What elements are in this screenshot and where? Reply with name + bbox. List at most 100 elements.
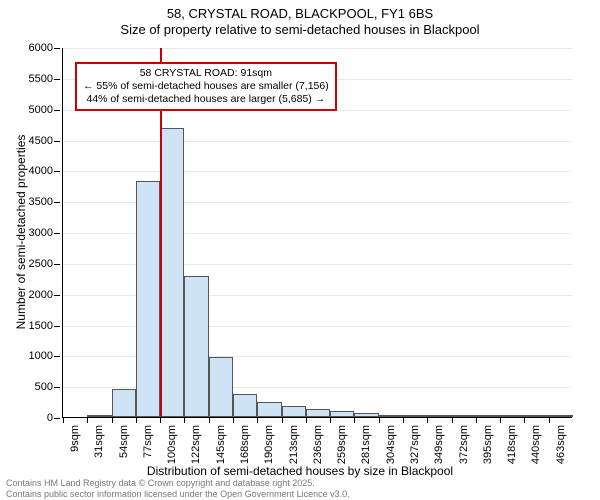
x-tick xyxy=(500,417,501,423)
x-tick xyxy=(403,417,404,423)
x-tick xyxy=(112,417,113,423)
footer-line-2: Contains public sector information licen… xyxy=(6,489,350,499)
y-tick xyxy=(54,326,60,327)
y-tick xyxy=(54,356,60,357)
x-tick-label: 190sqm xyxy=(263,425,275,464)
y-tick-label: 3500 xyxy=(29,196,53,208)
histogram-bar xyxy=(330,411,354,417)
y-tick-label: 1000 xyxy=(29,350,53,362)
y-axis-title: Number of semi-detached properties xyxy=(14,135,28,330)
info-box-line: 58 CRYSTAL ROAD: 91sqm xyxy=(83,67,329,80)
y-tick-label: 5000 xyxy=(29,104,53,116)
y-tick-label: 2000 xyxy=(29,289,53,301)
y-tick-label: 2500 xyxy=(29,258,53,270)
histogram-bar xyxy=(306,409,330,417)
histogram-bar xyxy=(282,406,306,417)
x-tick-label: 122sqm xyxy=(190,425,202,464)
x-tick-label: 395sqm xyxy=(482,425,494,464)
histogram-bar xyxy=(112,389,136,417)
y-tick xyxy=(54,295,60,296)
x-tick-label: 9sqm xyxy=(69,425,81,452)
histogram-bar xyxy=(233,394,257,417)
x-tick-label: 327sqm xyxy=(409,425,421,464)
x-tick-label: 440sqm xyxy=(530,425,542,464)
x-tick xyxy=(160,417,161,423)
x-tick-label: 77sqm xyxy=(142,425,154,458)
histogram-bar xyxy=(160,128,184,417)
y-tick xyxy=(54,264,60,265)
histogram-bar xyxy=(354,413,378,417)
histogram-bar xyxy=(209,357,233,417)
x-tick xyxy=(282,417,283,423)
y-tick-label: 5500 xyxy=(29,73,53,85)
chart-title-sub: Size of property relative to semi-detach… xyxy=(0,22,600,38)
y-tick-label: 4000 xyxy=(29,165,53,177)
info-box-line: 44% of semi-detached houses are larger (… xyxy=(83,93,329,106)
x-tick-label: 100sqm xyxy=(166,425,178,464)
x-tick xyxy=(306,417,307,423)
x-tick xyxy=(233,417,234,423)
histogram-bar xyxy=(427,415,451,417)
y-tick-label: 0 xyxy=(47,412,53,424)
y-tick xyxy=(54,141,60,142)
histogram-bar xyxy=(549,415,573,417)
y-tick xyxy=(54,110,60,111)
x-tick xyxy=(87,417,88,423)
chart-plot-area: 58 CRYSTAL ROAD: 91sqm← 55% of semi-deta… xyxy=(62,48,572,418)
x-tick-label: 213sqm xyxy=(288,425,300,464)
y-tick xyxy=(54,171,60,172)
footer-line-1: Contains HM Land Registry data © Crown c… xyxy=(6,478,350,488)
x-tick-label: 259sqm xyxy=(336,425,348,464)
x-tick-label: 372sqm xyxy=(458,425,470,464)
x-tick xyxy=(549,417,550,423)
histogram-bar xyxy=(136,181,160,417)
x-tick xyxy=(330,417,331,423)
y-tick-label: 1500 xyxy=(29,320,53,332)
x-tick xyxy=(524,417,525,423)
x-tick-label: 281sqm xyxy=(360,425,372,464)
y-tick xyxy=(54,202,60,203)
histogram-bar xyxy=(257,402,281,417)
y-tick-label: 500 xyxy=(35,381,53,393)
x-tick-label: 168sqm xyxy=(239,425,251,464)
histogram-bar xyxy=(500,415,524,417)
y-tick xyxy=(54,79,60,80)
y-tick-label: 6000 xyxy=(29,42,53,54)
chart-title-block: 58, CRYSTAL ROAD, BLACKPOOL, FY1 6BS Siz… xyxy=(0,0,600,39)
x-tick xyxy=(354,417,355,423)
y-tick-label: 3000 xyxy=(29,227,53,239)
x-tick-label: 145sqm xyxy=(215,425,227,464)
x-tick xyxy=(184,417,185,423)
x-tick-label: 54sqm xyxy=(118,425,130,458)
y-tick xyxy=(54,387,60,388)
x-tick-label: 463sqm xyxy=(555,425,567,464)
y-tick xyxy=(54,48,60,49)
histogram-bar xyxy=(184,276,208,417)
histogram-bar xyxy=(524,415,548,417)
x-tick xyxy=(63,417,64,423)
x-axis-title: Distribution of semi-detached houses by … xyxy=(0,464,600,478)
footer-attribution: Contains HM Land Registry data © Crown c… xyxy=(6,478,350,499)
info-box-line: ← 55% of semi-detached houses are smalle… xyxy=(83,80,329,93)
chart-title-main: 58, CRYSTAL ROAD, BLACKPOOL, FY1 6BS xyxy=(0,6,600,22)
x-tick xyxy=(257,417,258,423)
histogram-bar xyxy=(403,415,427,417)
x-tick xyxy=(209,417,210,423)
x-tick xyxy=(379,417,380,423)
histogram-bar xyxy=(379,415,403,417)
y-tick xyxy=(54,418,60,419)
x-tick xyxy=(476,417,477,423)
x-tick xyxy=(427,417,428,423)
info-box: 58 CRYSTAL ROAD: 91sqm← 55% of semi-deta… xyxy=(75,62,337,111)
x-tick-label: 304sqm xyxy=(385,425,397,464)
x-tick-label: 31sqm xyxy=(93,425,105,458)
x-tick xyxy=(136,417,137,423)
x-tick-label: 236sqm xyxy=(312,425,324,464)
y-tick xyxy=(54,233,60,234)
histogram-bar xyxy=(87,415,111,417)
histogram-bar xyxy=(476,415,500,417)
histogram-bar xyxy=(452,415,476,417)
y-tick-label: 4500 xyxy=(29,135,53,147)
x-tick-label: 349sqm xyxy=(433,425,445,464)
x-tick-label: 418sqm xyxy=(506,425,518,464)
